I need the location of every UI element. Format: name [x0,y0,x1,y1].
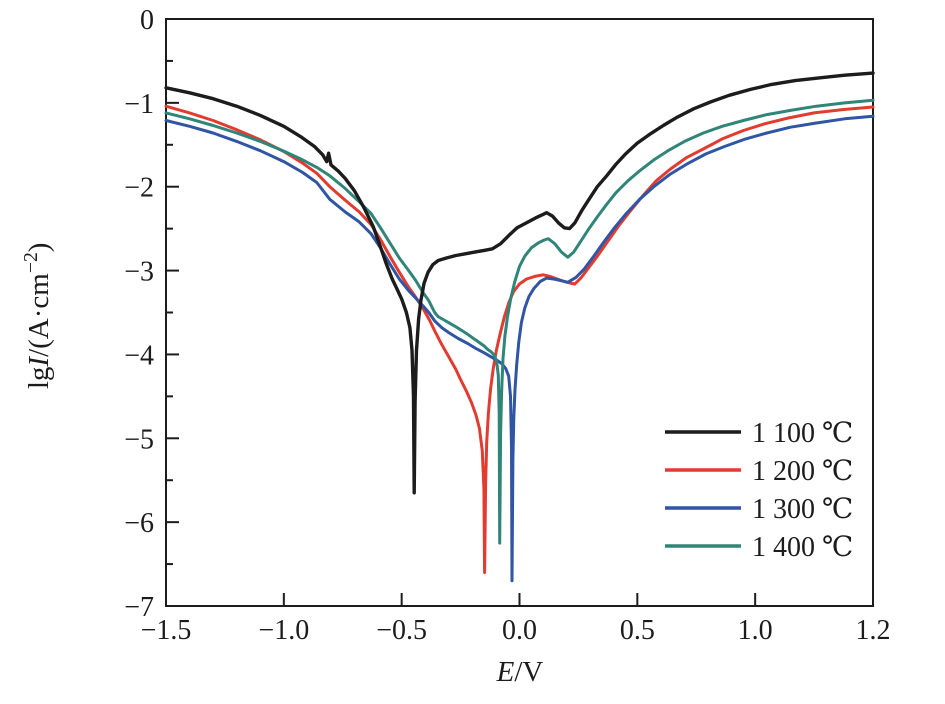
x-axis-title: E/V [0,656,945,689]
legend-label: 1 400 ℃ [752,532,853,563]
y-tick-label: −2 [124,173,154,204]
series-line-1400c [164,98,875,545]
series-line-1300c [164,114,875,583]
y-tick-label: −5 [124,424,154,455]
y-axis-prefix: lg [22,366,55,390]
x-axis-variable: E [496,656,515,688]
legend-label: 1 100 ℃ [752,418,853,449]
y-tick-label: −3 [124,257,154,288]
y-tick-label: −6 [124,508,154,539]
y-tick-label: −1 [124,89,154,120]
x-tick-label: 1.0 [738,615,773,646]
series-line-1100c [164,71,875,495]
x-tick-label: 1.2 [856,615,891,646]
x-tick-label: −1.0 [258,615,309,646]
x-tick-label: −1.5 [141,615,192,646]
y-axis-close-paren: ) [22,242,55,253]
y-tick-label: −7 [124,592,154,623]
legend-label: 1 200 ℃ [752,456,853,487]
x-tick-label: 0.5 [620,615,655,646]
legend-label: 1 300 ℃ [752,494,853,525]
y-axis-title: lgI/(A·cm−2) [20,66,56,566]
y-tick-label: −4 [124,340,154,371]
y-tick-label: 0 [140,5,154,36]
y-axis-unit: /(A·cm [22,273,55,357]
x-tick-label: −0.5 [376,615,427,646]
x-tick-label: 0.0 [502,615,537,646]
y-axis-exponent: −2 [20,252,43,274]
x-axis-unit: /V [514,656,544,688]
y-axis-variable: I [22,356,55,367]
